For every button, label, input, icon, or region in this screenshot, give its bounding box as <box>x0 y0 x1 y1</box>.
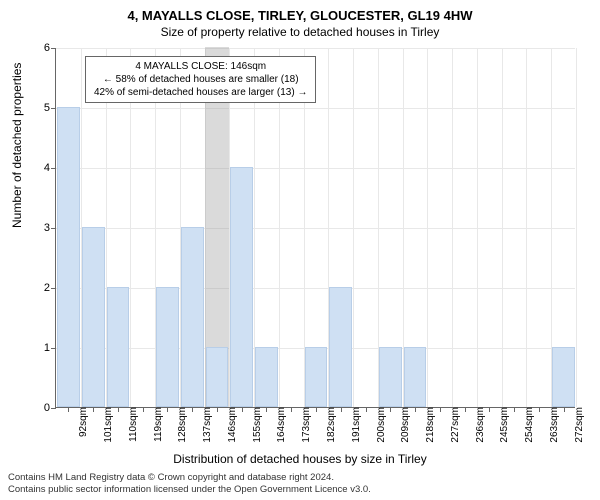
gridline-v <box>353 48 354 407</box>
xtick-label: 164sqm <box>270 407 287 443</box>
xtick-mark <box>118 407 119 412</box>
xtick-mark <box>366 407 367 412</box>
xtick-mark <box>539 407 540 412</box>
xtick-label: 227sqm <box>444 407 461 443</box>
xtick-mark <box>68 407 69 412</box>
xtick-mark <box>564 407 565 412</box>
bar <box>379 347 402 407</box>
xtick-mark <box>341 407 342 412</box>
xtick-label: 119sqm <box>147 407 164 442</box>
xtick-label: 236sqm <box>469 407 486 443</box>
ytick-mark <box>51 408 56 409</box>
xtick-label: 137sqm <box>196 407 213 443</box>
gridline-v <box>526 48 527 407</box>
xtick-label: 182sqm <box>320 407 337 443</box>
chart-title-main: 4, MAYALLS CLOSE, TIRLEY, GLOUCESTER, GL… <box>0 0 600 23</box>
gridline-h <box>56 228 575 229</box>
xtick-label: 191sqm <box>345 407 362 443</box>
gridline-h <box>56 108 575 109</box>
xtick-mark <box>242 407 243 412</box>
xtick-label: 128sqm <box>171 407 188 443</box>
xtick-label: 92sqm <box>72 407 89 437</box>
xtick-label: 173sqm <box>295 407 312 443</box>
xtick-label: 263sqm <box>543 407 560 443</box>
ytick-mark <box>51 168 56 169</box>
xtick-label: 254sqm <box>518 407 535 443</box>
xtick-mark <box>143 407 144 412</box>
xtick-label: 101sqm <box>97 407 114 443</box>
bar <box>181 227 204 407</box>
gridline-v <box>576 48 577 407</box>
gridline-v <box>452 48 453 407</box>
annotation-line-1: 4 MAYALLS CLOSE: 146sqm <box>94 60 307 73</box>
gridline-h <box>56 48 575 49</box>
xtick-mark <box>167 407 168 412</box>
xtick-label: 272sqm <box>568 407 585 443</box>
bar <box>404 347 427 407</box>
chart-title-sub: Size of property relative to detached ho… <box>0 23 600 39</box>
xtick-mark <box>291 407 292 412</box>
gridline-v <box>502 48 503 407</box>
footer-line-1: Contains HM Land Registry data © Crown c… <box>8 472 371 484</box>
ytick-mark <box>51 48 56 49</box>
bar <box>156 287 179 407</box>
bar <box>255 347 278 407</box>
annotation-box: 4 MAYALLS CLOSE: 146sqm ← 58% of detache… <box>85 56 316 103</box>
bar <box>107 287 130 407</box>
bar <box>329 287 352 407</box>
xtick-mark <box>465 407 466 412</box>
gridline-v <box>427 48 428 407</box>
xtick-mark <box>217 407 218 412</box>
xtick-mark <box>415 407 416 412</box>
bar <box>305 347 328 407</box>
xtick-label: 110sqm <box>122 407 139 442</box>
xtick-label: 209sqm <box>394 407 411 443</box>
gridline-h <box>56 168 575 169</box>
gridline-v <box>477 48 478 407</box>
xtick-label: 155sqm <box>246 407 263 443</box>
ytick-mark <box>51 288 56 289</box>
bar <box>206 347 229 407</box>
xtick-label: 146sqm <box>221 407 238 443</box>
xtick-label: 245sqm <box>493 407 510 443</box>
chart-area: 012345692sqm101sqm110sqm119sqm128sqm137s… <box>55 48 575 408</box>
bar <box>82 227 105 407</box>
xtick-mark <box>489 407 490 412</box>
ytick-mark <box>51 228 56 229</box>
bar <box>230 167 253 407</box>
annotation-line-2: ← 58% of detached houses are smaller (18… <box>94 73 307 86</box>
ytick-mark <box>51 348 56 349</box>
xtick-mark <box>266 407 267 412</box>
footer-line-2: Contains public sector information licen… <box>8 484 371 496</box>
xtick-mark <box>316 407 317 412</box>
ytick-mark <box>51 108 56 109</box>
footer-credits: Contains HM Land Registry data © Crown c… <box>8 472 371 496</box>
xtick-mark <box>514 407 515 412</box>
bar <box>57 107 80 407</box>
xtick-mark <box>390 407 391 412</box>
xtick-mark <box>192 407 193 412</box>
x-axis-label: Distribution of detached houses by size … <box>0 452 600 466</box>
xtick-label: 218sqm <box>419 407 436 443</box>
gridline-h <box>56 288 575 289</box>
xtick-label: 200sqm <box>370 407 387 443</box>
xtick-mark <box>440 407 441 412</box>
xtick-mark <box>93 407 94 412</box>
bar <box>552 347 575 407</box>
y-axis-label: Number of detached properties <box>10 63 24 228</box>
annotation-line-3: 42% of semi-detached houses are larger (… <box>94 86 307 99</box>
